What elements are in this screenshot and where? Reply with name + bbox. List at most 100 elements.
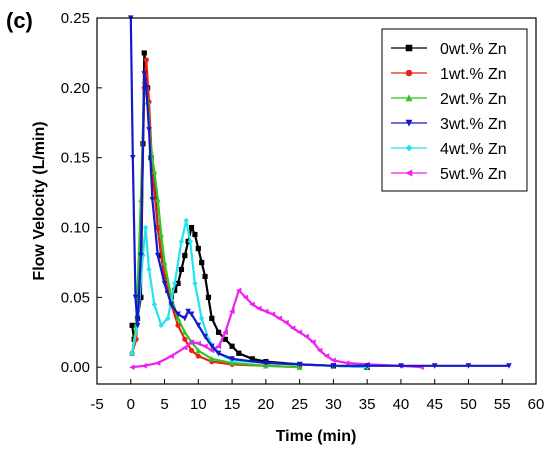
data-point: [141, 363, 147, 369]
data-point: [236, 350, 242, 356]
data-point: [222, 329, 228, 336]
plot-content: [127, 15, 512, 371]
data-point: [198, 315, 205, 322]
data-point: [178, 238, 185, 245]
data-point: [283, 319, 289, 326]
data-point: [175, 315, 181, 321]
x-tick-label: 25: [291, 396, 308, 413]
y-tick-label: 0.15: [61, 150, 90, 167]
data-point: [209, 315, 215, 321]
legend-label: 1wt.% Zn: [440, 66, 507, 83]
data-point: [229, 356, 235, 362]
data-point: [188, 339, 195, 345]
data-point: [208, 347, 215, 354]
data-point: [178, 266, 185, 273]
legend-marker: [405, 44, 413, 52]
x-tick-label: 35: [359, 396, 376, 413]
data-point: [168, 301, 175, 308]
data-point: [165, 315, 171, 322]
data-point: [154, 196, 161, 203]
data-point: [158, 322, 164, 329]
data-point: [154, 252, 161, 259]
legend-box: [381, 28, 528, 192]
data-point: [161, 280, 168, 287]
data-point: [303, 333, 309, 340]
data-point: [168, 353, 174, 359]
data-point: [195, 322, 202, 329]
data-point: [192, 280, 198, 287]
data-point: [151, 168, 158, 175]
legend-marker: [405, 69, 413, 77]
data-point: [195, 347, 202, 354]
y-tick-label: 0.20: [61, 80, 90, 97]
data-point: [130, 155, 136, 161]
legend-label: 2wt.% Zn: [440, 91, 507, 108]
data-point: [149, 197, 156, 203]
data-point: [269, 311, 276, 317]
series-line: [131, 289, 422, 369]
data-point: [276, 315, 282, 322]
data-point: [229, 343, 235, 349]
series-4: [129, 217, 370, 370]
y-tick-label: 0.00: [61, 359, 90, 376]
data-point: [188, 347, 195, 354]
series-1: [129, 57, 303, 370]
data-point: [202, 343, 208, 350]
legend-marker: [405, 169, 413, 177]
data-point: [431, 363, 438, 369]
data-point: [188, 311, 195, 318]
x-tick-label: 55: [494, 396, 511, 413]
plot-frame: [96, 17, 537, 385]
data-point: [506, 363, 512, 369]
data-point: [310, 339, 316, 345]
series-line: [131, 58, 300, 369]
data-point: [343, 360, 350, 366]
panel-label: (c): [6, 8, 33, 33]
data-point: [330, 357, 336, 364]
data-point: [465, 363, 472, 369]
data-point: [195, 353, 201, 359]
data-point: [215, 329, 222, 335]
data-point: [249, 301, 255, 308]
data-point: [132, 294, 139, 301]
data-point: [192, 231, 198, 238]
data-point: [222, 336, 228, 342]
data-point: [187, 238, 193, 245]
data-point: [138, 252, 144, 259]
data-point: [134, 322, 141, 329]
data-point: [143, 85, 150, 91]
x-tick-label: 45: [426, 396, 443, 413]
y-tick-label: 0.10: [61, 220, 90, 237]
data-point: [183, 217, 189, 224]
data-point: [182, 315, 188, 322]
data-point: [316, 347, 323, 354]
legend-label: 0wt.% Zn: [440, 41, 507, 58]
data-point: [229, 308, 235, 315]
y-tick-label: 0.25: [61, 10, 90, 27]
series-5: [129, 287, 424, 371]
legend-label: 3wt.% Zn: [440, 116, 507, 133]
data-point: [242, 294, 249, 301]
legend-marker: [405, 94, 413, 102]
x-tick-label: 40: [393, 396, 410, 413]
data-point: [129, 350, 135, 356]
x-tick-label: -5: [90, 396, 103, 413]
data-point: [205, 294, 212, 300]
data-point: [256, 305, 262, 312]
legend-marker: [405, 144, 413, 152]
data-point: [182, 329, 188, 335]
data-point: [262, 308, 269, 315]
data-point: [158, 231, 164, 238]
data-point: [209, 355, 215, 362]
legend: 0wt.% Zn 1wt.% Zn 2wt.% Zn 3wt.% Zn 4wt.% Zn…: [381, 28, 528, 192]
data-point: [195, 245, 201, 252]
x-tick-label: 20: [258, 396, 275, 413]
y-tick-label: 0.05: [61, 289, 90, 306]
legend-label: 4wt.% Zn: [440, 141, 507, 158]
data-point: [175, 311, 181, 318]
data-point: [182, 336, 188, 342]
legend-label: 5wt.% Zn: [440, 166, 507, 183]
data-point: [330, 363, 337, 369]
data-point: [289, 325, 296, 331]
